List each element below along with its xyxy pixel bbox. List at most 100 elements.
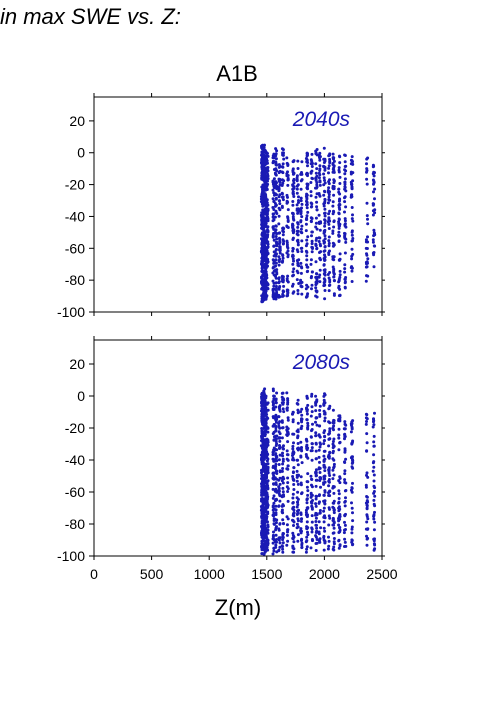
data-point (323, 283, 327, 287)
data-point (338, 269, 342, 273)
data-point (299, 265, 303, 269)
data-point (296, 482, 300, 486)
data-point (265, 187, 269, 191)
data-point (372, 190, 375, 194)
data-point (323, 540, 327, 544)
data-point (281, 256, 285, 260)
data-point (286, 476, 290, 480)
data-point (274, 235, 278, 238)
data-point (272, 474, 276, 478)
data-point (291, 212, 295, 215)
data-point (286, 274, 290, 278)
data-point (291, 458, 295, 462)
data-point (274, 462, 278, 466)
data-point (277, 295, 281, 299)
data-point (326, 273, 330, 276)
data-point (300, 417, 304, 421)
data-point (265, 475, 269, 479)
data-point (331, 200, 335, 204)
data-point (263, 292, 267, 296)
data-point (299, 527, 303, 531)
data-point (310, 501, 314, 505)
data-point (332, 465, 336, 469)
data-point (322, 403, 326, 407)
y-tick-label: -100 (57, 304, 85, 320)
data-point (262, 144, 266, 148)
data-point (328, 190, 331, 194)
data-point (344, 457, 348, 461)
data-point (300, 420, 304, 424)
data-point (314, 434, 318, 438)
data-point (272, 402, 275, 406)
data-point (295, 184, 299, 188)
data-point (266, 260, 270, 264)
data-point (286, 453, 290, 457)
data-point (292, 488, 296, 491)
data-point (274, 543, 278, 547)
data-point (338, 161, 342, 165)
data-point (261, 417, 265, 421)
scatter-points (259, 143, 377, 304)
data-point (263, 434, 267, 438)
data-point (331, 523, 335, 527)
data-point (274, 294, 278, 298)
data-point (331, 152, 335, 156)
data-point (295, 187, 299, 191)
data-point (272, 501, 276, 505)
data-point (278, 257, 282, 261)
data-point (327, 241, 331, 245)
data-point (274, 533, 278, 537)
data-point (281, 518, 285, 522)
data-point (328, 421, 332, 425)
data-point (318, 424, 322, 428)
data-point (281, 165, 285, 169)
data-point (317, 433, 321, 437)
data-point (275, 268, 279, 272)
data-point (343, 285, 347, 289)
data-point (266, 462, 270, 466)
data-point (277, 255, 281, 259)
data-point (332, 548, 336, 552)
data-point (274, 528, 278, 532)
data-point (342, 531, 346, 535)
data-point (350, 280, 354, 283)
data-point (306, 530, 309, 534)
data-point (309, 216, 313, 220)
data-point (323, 412, 327, 416)
data-point (300, 250, 304, 253)
data-point (305, 527, 309, 531)
data-point (338, 182, 342, 185)
data-point (349, 170, 353, 174)
data-point (338, 203, 341, 207)
data-point (285, 543, 289, 547)
data-point (278, 409, 282, 413)
data-point (304, 229, 308, 233)
data-point (371, 251, 375, 255)
data-point (281, 536, 285, 539)
data-point (327, 235, 331, 239)
data-point (281, 254, 285, 258)
data-point (304, 550, 308, 554)
data-point (281, 550, 285, 554)
data-point (332, 419, 336, 423)
data-point (350, 527, 354, 531)
data-point (372, 453, 376, 457)
data-point (274, 173, 278, 177)
data-point (271, 389, 275, 393)
data-point (372, 180, 376, 183)
data-point (265, 498, 269, 502)
data-point (278, 499, 282, 503)
data-point (296, 421, 300, 425)
data-point (373, 211, 377, 215)
panel-label: 2040s (292, 108, 351, 131)
data-point (371, 165, 375, 169)
data-point (327, 166, 331, 170)
data-point (263, 407, 267, 411)
data-point (271, 537, 275, 541)
data-point (266, 174, 270, 178)
data-point (265, 247, 269, 251)
data-point (315, 416, 319, 420)
data-point (365, 432, 369, 436)
data-point (277, 263, 281, 267)
data-point (331, 442, 335, 446)
